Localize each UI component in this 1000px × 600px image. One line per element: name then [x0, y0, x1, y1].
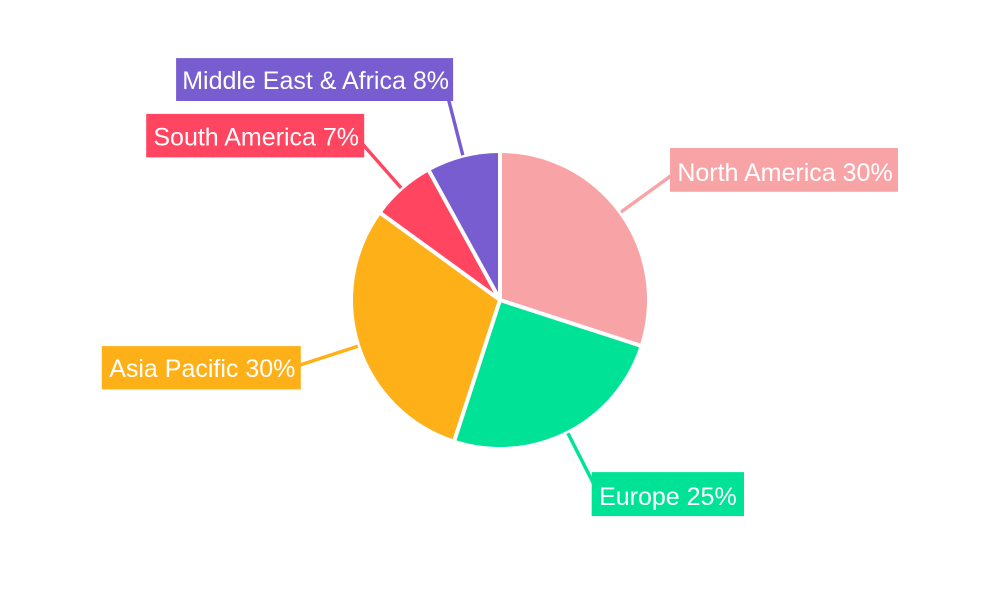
svg-text:Europe 25%: Europe 25% — [599, 483, 737, 511]
svg-text:North America 30%: North America 30% — [677, 159, 892, 187]
svg-text:South America 7%: South America 7% — [153, 124, 359, 152]
svg-text:Asia Pacific 30%: Asia Pacific 30% — [109, 355, 295, 383]
svg-text:Middle East & Africa 8%: Middle East & Africa 8% — [182, 67, 449, 95]
